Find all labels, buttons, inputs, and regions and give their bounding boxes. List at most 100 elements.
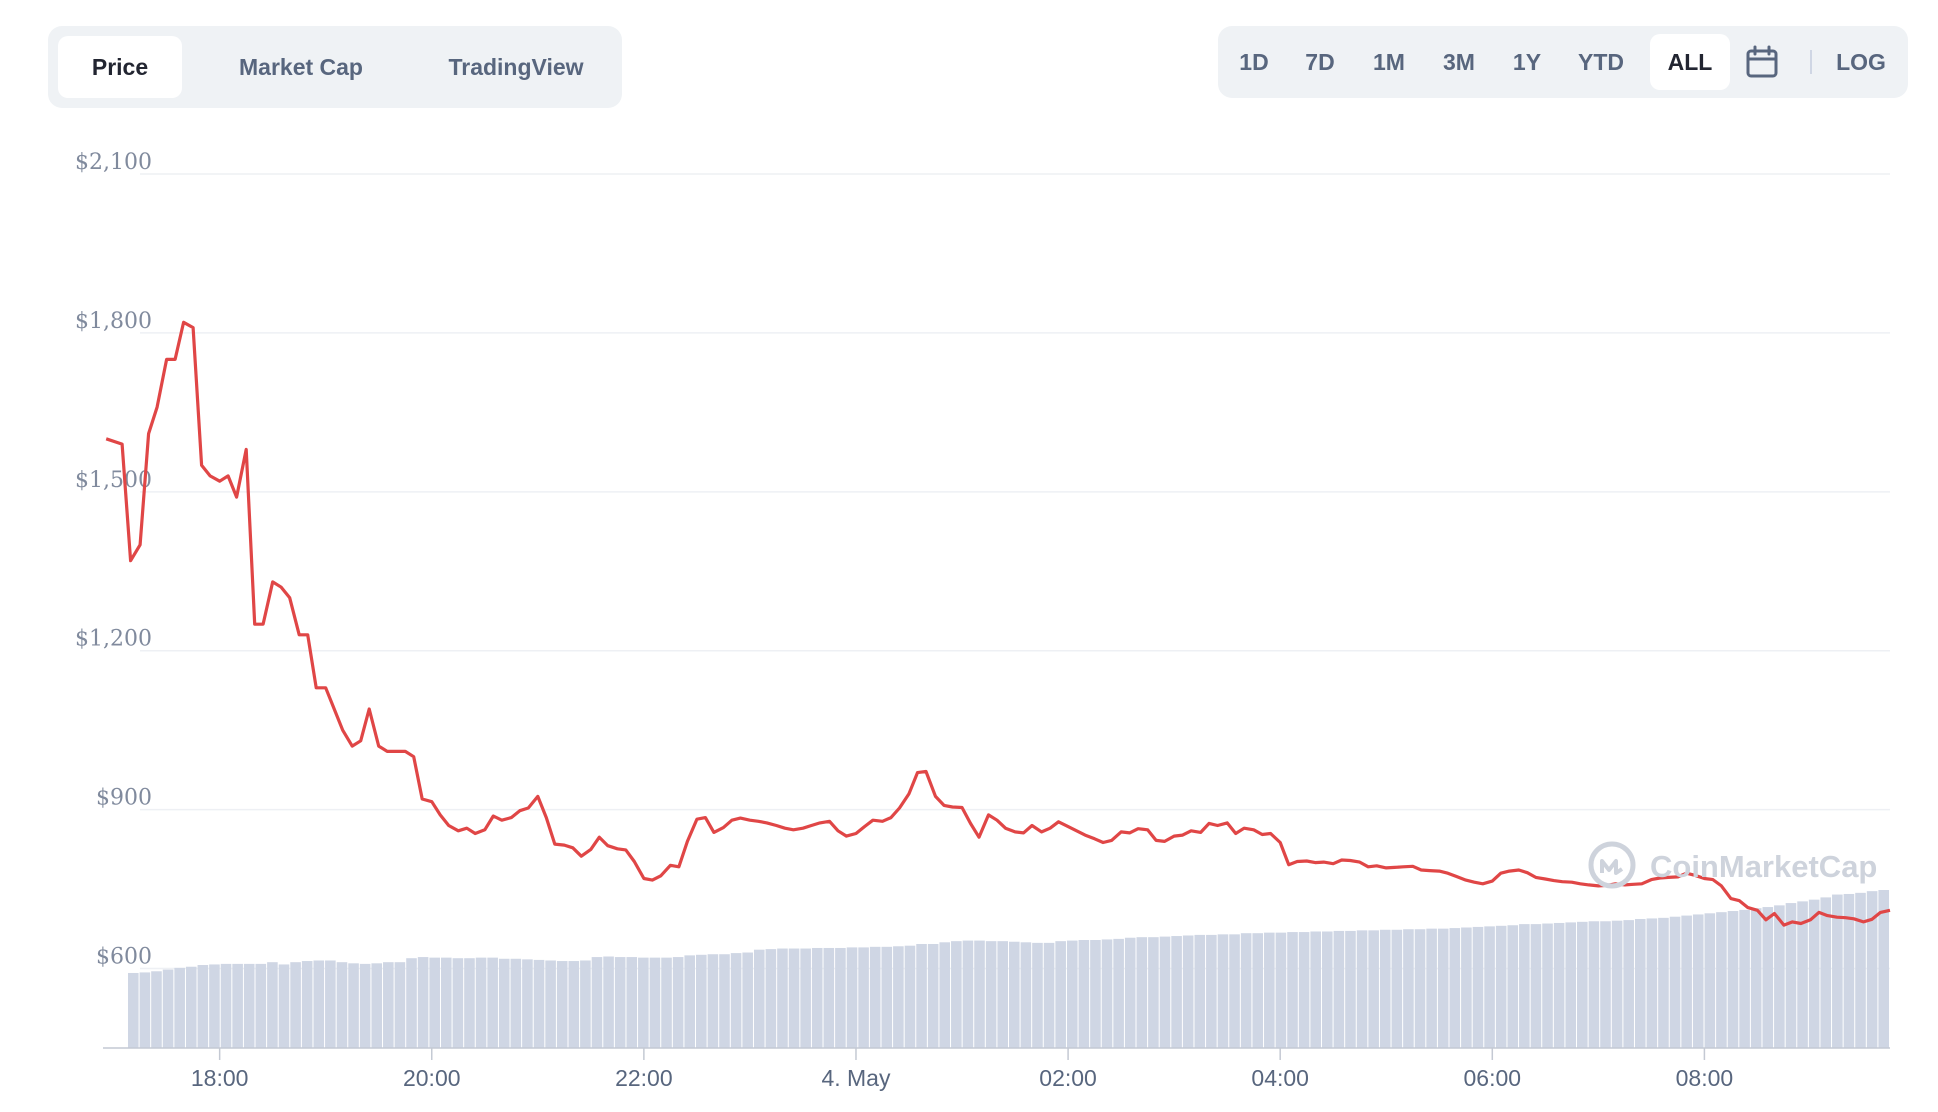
volume-bar bbox=[522, 959, 533, 1048]
volume-bar bbox=[1229, 934, 1240, 1048]
range-3m-button[interactable]: 3M bbox=[1443, 49, 1475, 75]
volume-bar bbox=[962, 940, 974, 1048]
range-1d-button[interactable]: 1D bbox=[1239, 49, 1269, 75]
volume-bar bbox=[1206, 934, 1217, 1048]
volume-bar bbox=[1055, 941, 1066, 1048]
y-tick-label: $1,200 bbox=[75, 627, 152, 652]
volume-bar bbox=[1472, 926, 1484, 1048]
volume-bar bbox=[359, 963, 371, 1048]
volume-bar bbox=[1739, 909, 1750, 1048]
volume-bar bbox=[1252, 933, 1264, 1048]
x-tick-label: 04:00 bbox=[1251, 1065, 1309, 1091]
volume-bar bbox=[1414, 929, 1426, 1048]
volume-bar bbox=[927, 943, 939, 1048]
volume-bar bbox=[1194, 934, 1206, 1048]
volume-bar bbox=[267, 962, 278, 1048]
range-7d-button[interactable]: 7D bbox=[1305, 49, 1335, 75]
x-tick-label: 06:00 bbox=[1464, 1065, 1522, 1091]
volume-bar bbox=[1553, 922, 1565, 1048]
volume-bar bbox=[1356, 930, 1368, 1048]
volume-bar bbox=[846, 947, 858, 1048]
watermark-text: CoinMarketCap bbox=[1650, 849, 1877, 884]
volume-bar bbox=[1507, 925, 1519, 1048]
volume-bar bbox=[1426, 928, 1437, 1048]
tab-market-cap[interactable]: Market Cap bbox=[239, 54, 363, 80]
range-divider bbox=[1810, 50, 1812, 74]
volume-bar bbox=[475, 957, 487, 1048]
log-scale-button[interactable]: LOG bbox=[1836, 49, 1886, 75]
volume-bar bbox=[1774, 905, 1785, 1048]
volume-bar bbox=[498, 958, 510, 1048]
volume-bar bbox=[383, 962, 394, 1048]
tab-price[interactable]: Price bbox=[58, 36, 182, 98]
volume-bar bbox=[1797, 901, 1808, 1048]
volume-bar bbox=[1345, 930, 1356, 1048]
x-axis: 18:00 20:00 22:00 4. May 02:00 04:00 06:00 08:0… bbox=[103, 1047, 1890, 1091]
volume-bar bbox=[1832, 894, 1843, 1048]
volume-bar bbox=[1264, 932, 1275, 1048]
volume-bar bbox=[255, 963, 267, 1048]
volume-bar bbox=[1449, 928, 1461, 1048]
volume-bar bbox=[591, 957, 603, 1048]
volume-bar bbox=[371, 963, 383, 1048]
volume-bar bbox=[1159, 936, 1171, 1048]
volume-bar bbox=[429, 957, 440, 1048]
volume-bar bbox=[649, 957, 661, 1048]
volume-bar bbox=[151, 971, 162, 1048]
range-all-button[interactable]: ALL bbox=[1650, 34, 1730, 90]
volume-bar bbox=[869, 946, 881, 1048]
volume-bar bbox=[719, 954, 730, 1048]
volume-bar bbox=[1658, 917, 1669, 1048]
volume-bar bbox=[1379, 929, 1391, 1048]
volume-bar bbox=[1310, 931, 1321, 1048]
volume-bar bbox=[661, 957, 672, 1048]
volume-bar bbox=[1321, 931, 1333, 1048]
volume-bar bbox=[1182, 935, 1194, 1048]
volume-bar bbox=[1820, 897, 1832, 1048]
volume-bar bbox=[1078, 940, 1090, 1048]
volume-bar bbox=[348, 963, 359, 1048]
volume-bar bbox=[777, 948, 788, 1048]
volume-bar bbox=[1588, 921, 1600, 1048]
volume-bar bbox=[162, 969, 174, 1048]
volume-bar bbox=[452, 958, 464, 1048]
volume-bar bbox=[232, 963, 243, 1048]
volume-bar bbox=[1866, 891, 1878, 1048]
volume-bar bbox=[1577, 921, 1588, 1048]
volume-bar bbox=[742, 952, 753, 1048]
volume-bar bbox=[788, 948, 800, 1048]
volume-bar bbox=[1113, 938, 1124, 1048]
y-tick-label: $2,100 bbox=[75, 150, 152, 175]
volume-bar bbox=[1066, 940, 1078, 1048]
volume-bar bbox=[487, 957, 498, 1048]
volume-bar bbox=[243, 963, 255, 1048]
range-1m-button[interactable]: 1M bbox=[1373, 49, 1405, 75]
volume-bar bbox=[1611, 920, 1623, 1048]
volume-bar bbox=[580, 960, 591, 1048]
volume-bar bbox=[997, 941, 1008, 1048]
volume-bar bbox=[1750, 908, 1762, 1048]
volume-bar bbox=[1634, 918, 1646, 1048]
volume-bar bbox=[1843, 893, 1855, 1048]
volume-bar bbox=[858, 947, 869, 1048]
volume-bar bbox=[1437, 928, 1449, 1048]
y-tick-label: $1,800 bbox=[75, 309, 152, 334]
range-1y-button[interactable]: 1Y bbox=[1512, 49, 1542, 75]
volume-bar bbox=[139, 972, 151, 1048]
volume-bar bbox=[707, 954, 719, 1048]
volume-bar bbox=[1704, 913, 1716, 1048]
calendar-icon[interactable] bbox=[1744, 44, 1780, 80]
volume-bar bbox=[730, 953, 742, 1048]
range-ytd-button[interactable]: YTD bbox=[1578, 49, 1624, 75]
volume-bar bbox=[1681, 915, 1692, 1048]
volume-bar bbox=[626, 957, 638, 1048]
volume-bar bbox=[985, 941, 997, 1048]
volume-bar bbox=[916, 943, 927, 1048]
volume-bar bbox=[893, 946, 904, 1048]
volume-bar bbox=[1032, 942, 1043, 1048]
tab-tradingview[interactable]: TradingView bbox=[448, 54, 584, 80]
x-tick-label: 4. May bbox=[821, 1065, 891, 1091]
volume-bar bbox=[336, 962, 348, 1048]
volume-bar bbox=[197, 965, 209, 1048]
